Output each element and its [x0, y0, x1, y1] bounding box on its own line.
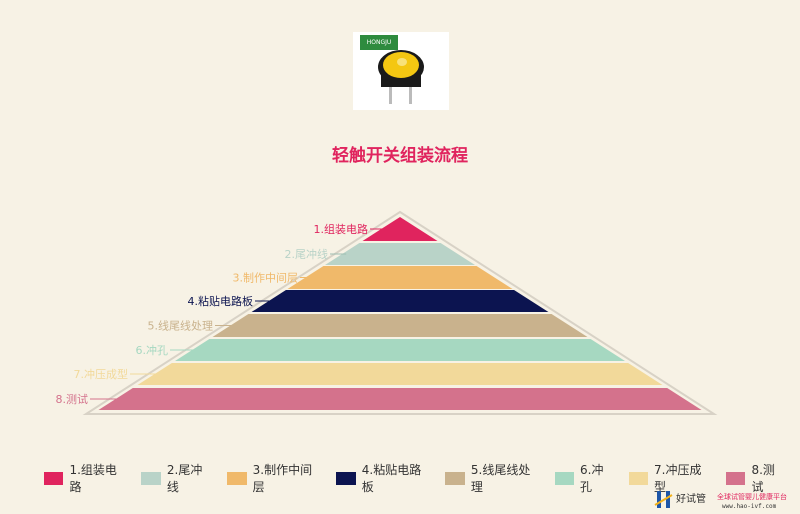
legend-label: 8.测试 — [751, 463, 775, 494]
pyramid-band-4 — [251, 290, 549, 312]
legend-label: 2.尾冲线 — [166, 463, 203, 494]
legend-item: 6.冲孔 — [554, 461, 615, 495]
step-label-4: 4.粘贴电路板 — [188, 294, 254, 308]
legend-item: 1.组装电路 — [44, 461, 127, 495]
pyramid-band-7 — [137, 363, 663, 385]
pyramid-outline — [82, 210, 718, 415]
pyramid-band-3 — [287, 266, 513, 289]
pyramid-band-2 — [325, 243, 475, 265]
step-label-5: 5.线尾线处理 — [148, 319, 214, 333]
svg-text:全球试管婴儿健康平台: 全球试管婴儿健康平台 — [717, 492, 787, 501]
pyramid-band-5 — [212, 314, 588, 337]
svg-text:HONGJU: HONGJU — [367, 39, 392, 46]
legend-swatch — [336, 471, 356, 485]
step-label-7: 7.冲压成型 — [74, 367, 129, 381]
legend-label: 3.制作中间层 — [252, 463, 313, 494]
legend-swatch — [554, 471, 575, 485]
legend-item: 2.尾冲线 — [141, 461, 213, 495]
legend-swatch — [445, 471, 465, 485]
legend-item: 5.线尾线处理 — [445, 461, 540, 495]
legend-label: 5.线尾线处理 — [470, 463, 531, 494]
pyramid-band-8 — [98, 388, 702, 410]
pyramid-band-1 — [362, 217, 438, 241]
pyramid-diagram: 1.组装电路 2.尾冲线 3.制作中间层 4.粘贴电路板 5.线尾线处理 6.冲孔 7.冲压… — [56, 210, 718, 415]
svg-text:www.hao-ivf.com: www.hao-ivf.com — [722, 503, 777, 510]
legend: 1.组装电路 2.尾冲线 3.制作中间层 4.粘贴电路板 5.线尾线处理 6.冲孔 7.冲压… — [44, 461, 800, 495]
legend-item: 7.冲压成型 — [628, 461, 712, 495]
step-label-2: 2.尾冲线 — [285, 247, 329, 261]
legend-item: 8.测试 — [725, 461, 786, 495]
step-label-8: 8.测试 — [56, 393, 89, 406]
legend-swatch — [141, 471, 161, 485]
legend-label: 1.组装电路 — [69, 463, 117, 494]
legend-swatch — [44, 471, 64, 485]
step-label-3: 3.制作中间层 — [233, 272, 299, 285]
legend-item: 3.制作中间层 — [227, 461, 322, 495]
legend-item: 4.粘贴电路板 — [336, 461, 431, 495]
product-photo: HONGJU — [353, 32, 449, 110]
legend-swatch — [227, 471, 247, 485]
step-label-6: 6.冲孔 — [136, 343, 169, 357]
legend-label: 4.粘贴电路板 — [361, 463, 422, 494]
legend-label: 6.冲孔 — [580, 463, 604, 494]
step-label-1: 1.组装电路 — [314, 222, 369, 236]
watermark-logo: 好试管 全球试管婴儿健康平台 www.hao-ivf.com — [652, 489, 800, 510]
svg-text:好试管: 好试管 — [676, 492, 706, 505]
page-title: 轻触开关组装流程 — [332, 146, 468, 166]
legend-swatch — [725, 471, 746, 485]
pyramid-band-6 — [175, 339, 625, 361]
legend-label: 7.冲压成型 — [654, 463, 702, 494]
legend-swatch — [628, 471, 649, 485]
